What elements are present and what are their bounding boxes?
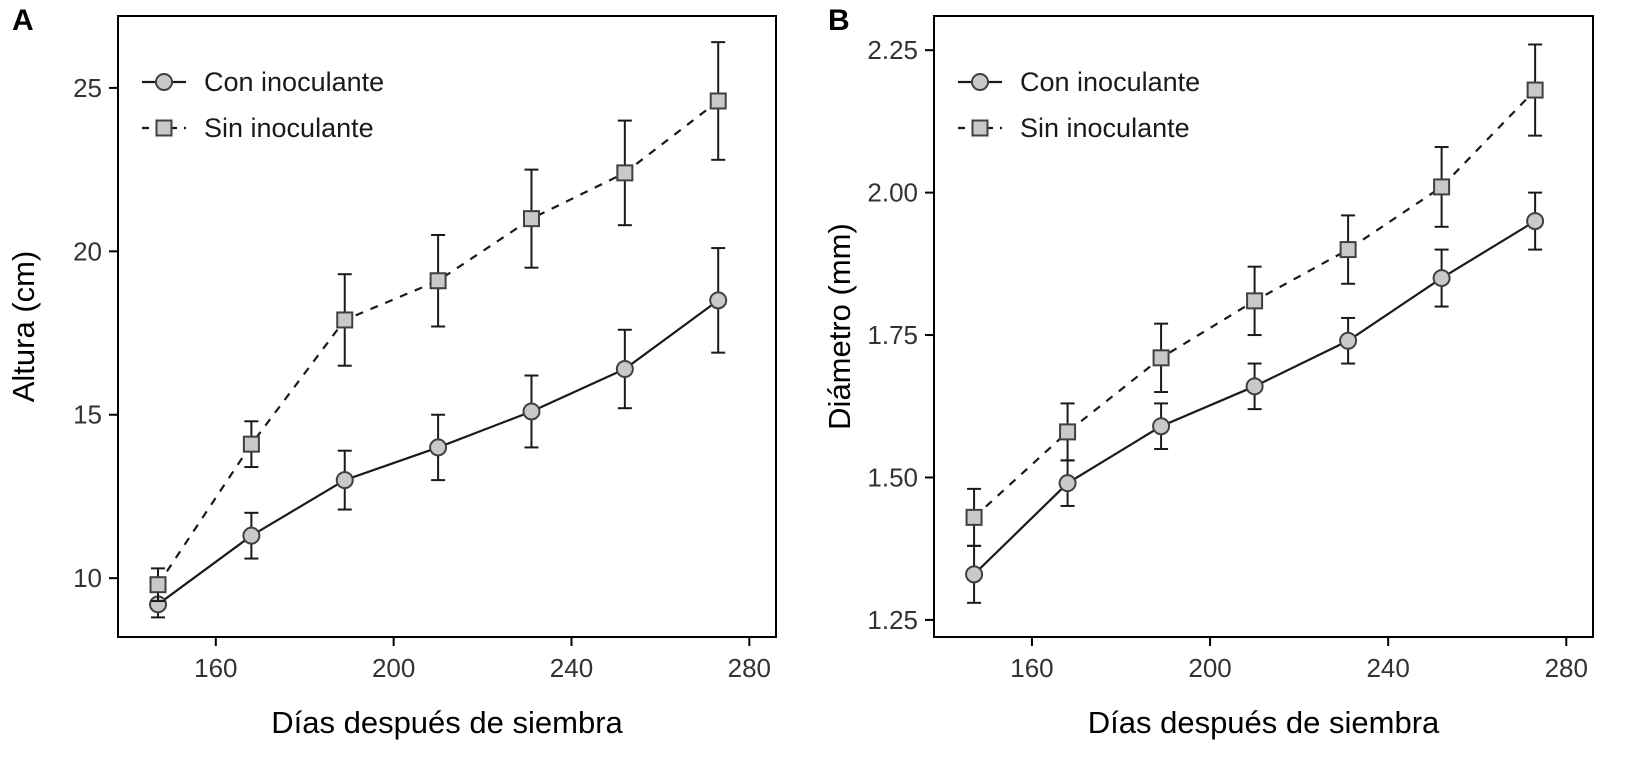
svg-text:Altura (cm): Altura (cm) — [6, 251, 41, 403]
svg-text:240: 240 — [1366, 653, 1409, 683]
svg-text:1.75: 1.75 — [867, 320, 918, 350]
svg-text:Sin inoculante: Sin inoculante — [1020, 113, 1190, 143]
svg-text:Sin inoculante: Sin inoculante — [204, 113, 374, 143]
svg-text:Días después de siembra: Días después de siembra — [1088, 705, 1440, 740]
panel-b: B 160 200 240 280 1.25 1.50 1.75 2.00 2.25 Días d… — [816, 0, 1633, 759]
svg-text:Con inoculante: Con inoculante — [204, 67, 384, 97]
svg-text:Días después de siembra: Días después de siembra — [271, 705, 623, 740]
chart-diametro: 160 200 240 280 1.25 1.50 1.75 2.00 2.25 Días des… — [822, 15, 1594, 740]
svg-text:2.00: 2.00 — [867, 178, 918, 208]
chart-altura: 160 200 240 280 10 15 20 25 Días después de siem… — [6, 15, 777, 740]
panel-a-label: A — [12, 4, 34, 37]
svg-text:25: 25 — [73, 73, 102, 103]
svg-text:200: 200 — [1188, 653, 1231, 683]
panel-b-label: B — [828, 4, 850, 37]
svg-text:160: 160 — [194, 653, 237, 683]
svg-text:Con inoculante: Con inoculante — [1020, 67, 1200, 97]
panel-a: A 160 200 240 280 10 15 20 25 Días después de si… — [0, 0, 816, 759]
svg-text:280: 280 — [728, 653, 771, 683]
svg-text:Diámetro (mm): Diámetro (mm) — [822, 223, 857, 430]
svg-text:240: 240 — [550, 653, 593, 683]
svg-text:1.50: 1.50 — [867, 462, 918, 492]
svg-text:10: 10 — [73, 563, 102, 593]
svg-text:160: 160 — [1010, 653, 1053, 683]
svg-text:2.25: 2.25 — [867, 35, 918, 65]
svg-text:20: 20 — [73, 236, 102, 266]
svg-text:1.25: 1.25 — [867, 605, 918, 635]
svg-text:15: 15 — [73, 400, 102, 430]
svg-text:280: 280 — [1545, 653, 1588, 683]
svg-text:200: 200 — [372, 653, 415, 683]
